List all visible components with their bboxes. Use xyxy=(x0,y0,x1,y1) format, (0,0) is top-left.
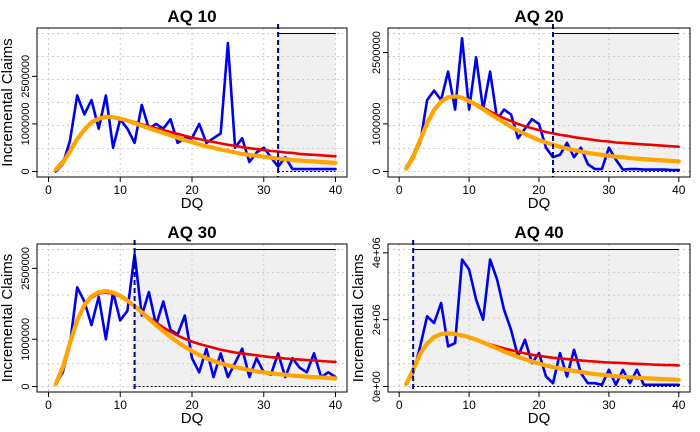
y-tick-label: 0 xyxy=(20,168,32,174)
y-tick-label: 2500000 xyxy=(20,247,32,290)
x-tick-label: 0 xyxy=(45,398,52,412)
series-line-fit_orange xyxy=(404,331,681,386)
series-line-fit_orange xyxy=(404,94,681,171)
series-line-actual xyxy=(54,41,337,173)
x-axis-label: DQ xyxy=(181,410,204,427)
chart-title: AQ 30 xyxy=(167,223,216,242)
y-axis-label: Incremental Claims xyxy=(350,254,367,382)
x-tick-label: 0 xyxy=(45,183,52,197)
x-tick-label: 10 xyxy=(114,183,128,197)
chart-panel-4: 0 10 20 30 40 0e+00 2e+06 4e+06 AQ 40 DQ Increment… xyxy=(350,223,691,427)
forecast-region xyxy=(278,33,336,172)
y-tick-label: 1000000 xyxy=(371,102,383,145)
series-line-actual xyxy=(54,252,337,386)
y-tick-label: 0 xyxy=(371,168,383,174)
x-tick-label: 40 xyxy=(672,183,686,197)
x-tick-label: 40 xyxy=(672,398,686,412)
x-tick-label: 30 xyxy=(602,183,616,197)
chart-title: AQ 10 xyxy=(167,7,216,26)
chart-panel-1: 0 10 20 30 40 0 1000000 2500000 AQ 10 DQ Increment… xyxy=(0,7,348,212)
x-tick-label: 30 xyxy=(602,398,616,412)
x-tick-label: 0 xyxy=(396,183,403,197)
chart-title: AQ 40 xyxy=(514,223,563,242)
x-tick-label: 20 xyxy=(532,398,546,412)
x-tick-label: 10 xyxy=(462,183,476,197)
y-tick-label: 1000000 xyxy=(20,318,32,361)
x-tick-label: 20 xyxy=(532,183,546,197)
y-tick-label: 2e+06 xyxy=(371,304,383,335)
x-tick-label: 10 xyxy=(114,398,128,412)
x-axis-label: DQ xyxy=(181,195,204,212)
chart-panel-3: 0 10 20 30 40 0 1000000 2500000 AQ 30 DQ Increment… xyxy=(0,223,348,427)
y-tick-label: 2500000 xyxy=(20,55,32,98)
x-tick-label: 10 xyxy=(462,398,476,412)
x-tick-label: 30 xyxy=(257,398,271,412)
x-tick-label: 30 xyxy=(257,183,271,197)
y-tick-label: 1000000 xyxy=(20,102,32,145)
x-axis-label: DQ xyxy=(528,195,551,212)
x-tick-label: 20 xyxy=(185,183,199,197)
x-tick-label: 40 xyxy=(329,398,343,412)
y-tick-label: 0 xyxy=(20,383,32,389)
x-tick-label: 0 xyxy=(396,398,403,412)
y-axis-label: Incremental Claims xyxy=(0,254,16,382)
series-line-fit_orange xyxy=(53,114,338,172)
y-axis-label: Incremental Claims xyxy=(0,38,16,166)
chart-title: AQ 20 xyxy=(514,7,563,26)
y-tick-label: 2500000 xyxy=(371,31,383,74)
y-tick-label: 4e+06 xyxy=(371,237,383,268)
chart-panel-2: 0 10 20 30 40 0 1000000 2500000 AQ 20 DQ xyxy=(371,7,691,212)
x-tick-label: 20 xyxy=(185,398,199,412)
series-line-actual xyxy=(404,36,681,172)
y-tick-label: 0e+00 xyxy=(371,371,383,402)
series-line-fit_orange xyxy=(53,289,338,387)
x-axis-label: DQ xyxy=(528,410,551,427)
x-tick-label: 40 xyxy=(329,183,343,197)
